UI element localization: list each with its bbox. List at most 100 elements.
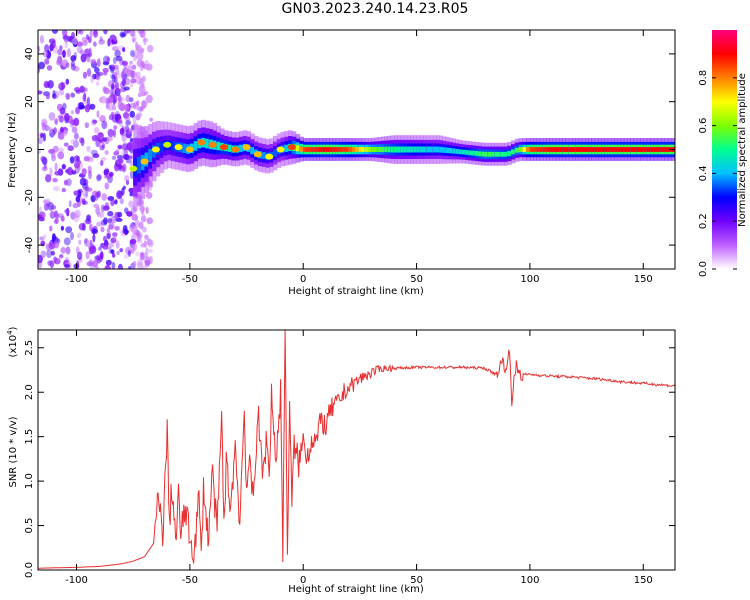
noise-speck <box>86 214 91 221</box>
y-tick-label: 20 <box>24 95 35 108</box>
noise-speck <box>117 100 123 110</box>
noise-speck <box>70 110 75 115</box>
noise-speck <box>82 94 86 102</box>
noise-speck <box>73 190 79 196</box>
ridge-hotspot <box>185 146 194 153</box>
noise-speck <box>38 148 41 155</box>
ridge-band <box>419 146 424 153</box>
noise-speck <box>139 251 144 257</box>
noise-speck <box>49 260 54 269</box>
noise-speck <box>136 52 144 61</box>
noise-speck <box>62 49 66 58</box>
snr-frame <box>37 329 676 571</box>
noise-speck <box>115 67 120 75</box>
spectrogram-x-axis: -100 -50 0 50 100 150 <box>65 30 653 285</box>
noise-speck <box>138 112 142 117</box>
noise-speck <box>83 71 87 79</box>
noise-speck <box>83 238 88 244</box>
noise-speck <box>85 251 90 260</box>
ridge-band <box>423 146 427 153</box>
ridge-band <box>588 147 592 152</box>
noise-speck <box>53 241 60 249</box>
noise-speck <box>71 31 75 40</box>
noise-speck <box>124 228 128 236</box>
noise-speck <box>75 195 81 203</box>
noise-speck <box>83 200 88 205</box>
noise-speck <box>54 162 58 172</box>
noise-speck <box>48 126 52 134</box>
noise-speck <box>124 125 130 133</box>
noise-speck <box>38 211 46 219</box>
ridge-band <box>636 147 641 152</box>
noise-speck <box>45 93 50 100</box>
noise-speck <box>141 215 147 223</box>
noise-speck <box>40 133 44 138</box>
noise-speck <box>122 47 126 53</box>
noise-speck <box>49 167 53 177</box>
noise-speck <box>66 48 71 58</box>
y-tick-label: -20 <box>24 189 35 205</box>
ridge-band <box>364 147 369 152</box>
noise-speck <box>113 35 117 42</box>
svg-text:(x104): (x104) <box>6 326 19 357</box>
noise-speck <box>54 171 61 176</box>
ridge-band <box>526 147 531 152</box>
noise-speck <box>135 251 140 257</box>
noise-speck <box>114 199 118 205</box>
ridge-band <box>536 147 541 152</box>
noise-speck <box>47 80 54 89</box>
noise-speck <box>95 139 101 147</box>
noise-speck <box>93 41 97 47</box>
ridge-band <box>597 147 602 152</box>
noise-speck <box>134 51 139 59</box>
ridge-band <box>458 149 463 155</box>
noise-speck <box>102 55 110 65</box>
ridge-band <box>465 150 469 155</box>
noise-speck <box>91 227 96 235</box>
noise-speck <box>71 126 78 134</box>
noise-speck <box>63 129 68 136</box>
noise-speck <box>70 232 74 241</box>
y-tick-label: 1.5 <box>24 429 35 445</box>
noise-speck <box>124 103 130 113</box>
noise-speck <box>121 70 125 80</box>
ridge-band <box>539 147 544 152</box>
ridge-band <box>552 147 557 152</box>
noise-speck <box>61 163 66 170</box>
noise-speck <box>44 125 50 132</box>
chart-title: GN03.2023.240.14.23.R05 <box>281 1 469 17</box>
noise-speck <box>128 187 135 193</box>
noise-speck <box>88 52 93 58</box>
noise-speck <box>132 260 137 267</box>
ridge-band <box>481 151 486 157</box>
noise-speck <box>70 139 76 145</box>
noise-speck <box>64 264 71 268</box>
noise-speck <box>117 263 123 269</box>
noise-speck <box>38 217 45 222</box>
noise-speck <box>62 102 67 111</box>
ridge-band <box>601 147 605 152</box>
noise-speck <box>88 170 92 180</box>
noise-speck <box>103 169 109 175</box>
noise-speck <box>141 213 146 222</box>
ridge-band <box>332 147 337 152</box>
ridge-band <box>205 138 210 149</box>
noise-speck <box>77 188 83 194</box>
ridge-band <box>559 147 563 152</box>
noise-speck <box>65 226 73 234</box>
ridge-band <box>549 147 554 152</box>
noise-speck <box>125 94 131 103</box>
noise-speck <box>103 87 110 95</box>
noise-speck <box>129 238 137 245</box>
ridge-band <box>426 146 431 153</box>
ridge-band <box>299 146 304 152</box>
noise-speck <box>131 214 139 221</box>
noise-speck <box>102 137 108 142</box>
noise-speck <box>53 210 59 218</box>
noise-speck <box>83 156 90 162</box>
ridge-band <box>227 144 233 152</box>
noise-speck <box>125 159 132 164</box>
noise-speck <box>121 134 127 143</box>
noise-speck <box>92 119 98 124</box>
